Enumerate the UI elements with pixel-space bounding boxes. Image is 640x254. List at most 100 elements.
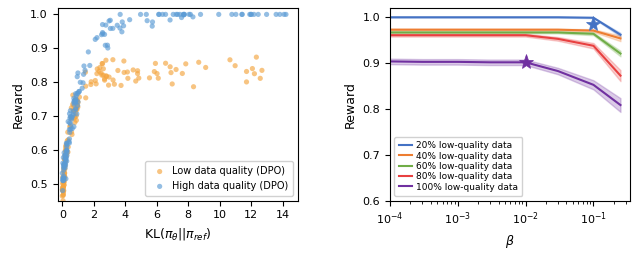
Low data quality (DPO) [70, 120, 80, 124]
High data quality (DPO) [64, 141, 74, 145]
Low data quality (DPO) [58, 186, 68, 190]
Low data quality (DPO) [96, 71, 106, 75]
60% low-quality data [419, 31, 426, 34]
High data quality (DPO) [67, 117, 77, 121]
High data quality (DPO) [79, 72, 89, 76]
High data quality (DPO) [100, 43, 111, 47]
Low data quality (DPO) [60, 171, 70, 175]
Low data quality (DPO) [180, 62, 191, 66]
High data quality (DPO) [237, 12, 247, 17]
Low data quality (DPO) [257, 68, 267, 72]
High data quality (DPO) [184, 12, 194, 17]
High data quality (DPO) [70, 98, 80, 102]
Low data quality (DPO) [59, 181, 69, 185]
High data quality (DPO) [195, 12, 205, 17]
Low data quality (DPO) [99, 78, 109, 82]
High data quality (DPO) [70, 97, 81, 101]
Low data quality (DPO) [101, 58, 111, 62]
Low data quality (DPO) [188, 85, 198, 89]
High data quality (DPO) [179, 12, 189, 17]
Low data quality (DPO) [92, 72, 102, 76]
High data quality (DPO) [172, 12, 182, 17]
Low data quality (DPO) [81, 96, 91, 100]
Low data quality (DPO) [98, 67, 108, 71]
Low data quality (DPO) [60, 145, 70, 149]
High data quality (DPO) [61, 141, 72, 145]
High data quality (DPO) [161, 12, 171, 17]
High data quality (DPO) [58, 176, 68, 180]
Low data quality (DPO) [119, 59, 129, 63]
High data quality (DPO) [99, 32, 109, 36]
X-axis label: $\beta$: $\beta$ [505, 233, 515, 249]
High data quality (DPO) [70, 107, 81, 111]
High data quality (DPO) [60, 161, 70, 165]
Line: 100% low-quality data: 100% low-quality data [390, 61, 620, 105]
Line: 40% low-quality data: 40% low-quality data [390, 30, 620, 38]
High data quality (DPO) [179, 12, 189, 17]
High data quality (DPO) [73, 91, 83, 95]
High data quality (DPO) [175, 12, 185, 17]
Low data quality (DPO) [58, 189, 68, 193]
Line: 60% low-quality data: 60% low-quality data [390, 33, 620, 54]
High data quality (DPO) [275, 12, 285, 17]
High data quality (DPO) [70, 107, 81, 111]
Low data quality (DPO) [60, 174, 70, 179]
Low data quality (DPO) [58, 187, 68, 191]
Low data quality (DPO) [97, 61, 108, 66]
High data quality (DPO) [246, 12, 257, 17]
Low data quality (DPO) [62, 139, 72, 143]
Low data quality (DPO) [255, 76, 266, 80]
High data quality (DPO) [249, 12, 259, 17]
Y-axis label: Reward: Reward [12, 81, 24, 128]
High data quality (DPO) [157, 12, 168, 17]
High data quality (DPO) [102, 43, 113, 47]
Low data quality (DPO) [60, 167, 70, 171]
High data quality (DPO) [118, 24, 129, 28]
Low data quality (DPO) [58, 169, 68, 173]
Low data quality (DPO) [90, 78, 100, 83]
Low data quality (DPO) [149, 70, 159, 74]
High data quality (DPO) [154, 12, 164, 17]
High data quality (DPO) [58, 161, 68, 165]
Low data quality (DPO) [61, 149, 71, 153]
Low data quality (DPO) [72, 107, 82, 112]
High data quality (DPO) [60, 153, 70, 157]
Low data quality (DPO) [68, 93, 78, 97]
High data quality (DPO) [68, 125, 79, 129]
40% low-quality data [386, 28, 394, 31]
Legend: Low data quality (DPO), High data quality (DPO): Low data quality (DPO), High data qualit… [145, 161, 293, 196]
20% low-quality data [419, 16, 426, 19]
High data quality (DPO) [59, 151, 69, 155]
High data quality (DPO) [116, 30, 127, 34]
Legend: 20% low-quality data, 40% low-quality data, 60% low-quality data, 80% low-qualit: 20% low-quality data, 40% low-quality da… [394, 137, 522, 196]
Low data quality (DPO) [67, 106, 77, 110]
High data quality (DPO) [244, 12, 255, 17]
High data quality (DPO) [75, 80, 85, 84]
Low data quality (DPO) [99, 77, 109, 81]
High data quality (DPO) [62, 150, 72, 154]
60% low-quality data [386, 31, 394, 34]
60% low-quality data [616, 52, 624, 55]
Low data quality (DPO) [166, 71, 176, 75]
High data quality (DPO) [68, 112, 78, 116]
40% low-quality data [589, 29, 597, 32]
Low data quality (DPO) [252, 55, 262, 59]
Low data quality (DPO) [60, 154, 70, 158]
High data quality (DPO) [69, 99, 79, 103]
Low data quality (DPO) [61, 147, 71, 151]
Low data quality (DPO) [68, 108, 78, 112]
Low data quality (DPO) [92, 67, 102, 71]
Low data quality (DPO) [60, 160, 70, 164]
High data quality (DPO) [262, 12, 272, 17]
High data quality (DPO) [59, 176, 69, 180]
High data quality (DPO) [68, 114, 78, 118]
80% low-quality data [386, 34, 394, 37]
High data quality (DPO) [61, 158, 71, 162]
Low data quality (DPO) [66, 115, 76, 119]
High data quality (DPO) [58, 179, 68, 183]
Low data quality (DPO) [63, 130, 73, 134]
High data quality (DPO) [231, 12, 241, 17]
100% low-quality data [616, 104, 624, 107]
High data quality (DPO) [62, 153, 72, 157]
100% low-quality data [419, 60, 426, 64]
